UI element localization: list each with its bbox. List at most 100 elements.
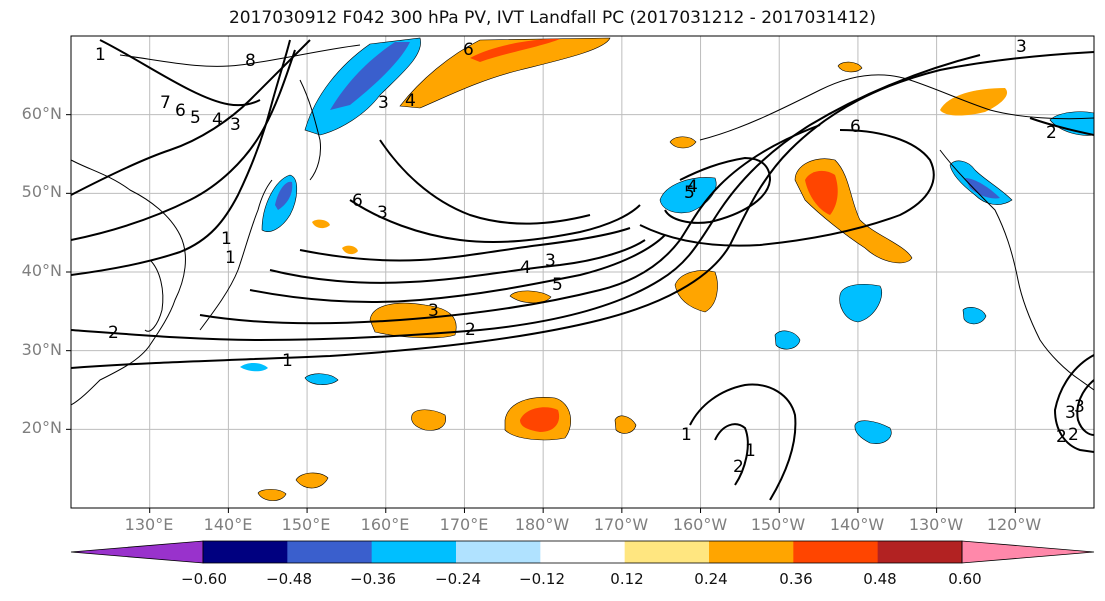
pv-contour-19 (1076, 379, 1094, 436)
positive-anomaly-small-6 (669, 136, 697, 149)
coast-kamchatka (299, 79, 321, 181)
contour-labels: 1 2 3 4 5 6 7 8 1 1 1 2 3 4 5 6 3 2 3 4 … (95, 37, 1085, 477)
positive-anomaly-small-4 (295, 472, 329, 489)
contour-label: 4 (687, 177, 698, 197)
contour-label: 1 (221, 229, 232, 249)
lon-label: 130°W (908, 515, 964, 534)
colorbar-frame (202, 540, 963, 564)
colorbar-tick: −0.12 (519, 570, 565, 588)
contour-label: 1 (282, 351, 293, 371)
positive-anomaly-small-7 (837, 61, 863, 73)
pv-contour-3 (199, 124, 821, 325)
contour-label: 3 (428, 301, 439, 321)
contour-label: 2 (733, 457, 744, 477)
contour-label: 5 (552, 275, 563, 295)
pv-contour-4 (249, 234, 666, 303)
pv-contour-18 (1053, 354, 1094, 453)
positive-anomaly-gulf-alaska-core (805, 170, 838, 215)
contour-label: 5 (190, 108, 201, 128)
contour-label: 7 (160, 93, 171, 113)
coastlines (71, 44, 1094, 406)
lon-label: 140°W (829, 515, 885, 534)
contour-label: 4 (212, 110, 223, 130)
coast-korea (144, 259, 164, 332)
colorbar-tick: 0.60 (948, 570, 982, 588)
contour-label: 1 (681, 425, 692, 445)
positive-anomaly-small-3 (509, 290, 552, 304)
negative-anomaly-subtrop-6 (240, 362, 268, 372)
colorbar-extend-min (70, 540, 204, 564)
contour-label: 2 (1046, 123, 1057, 143)
colorbar-cell (709, 541, 794, 563)
contour-label: 2 (1056, 427, 1067, 447)
pv-contour-13 (664, 156, 772, 224)
lon-label: 180°W (514, 515, 570, 534)
colorbar-tick: −0.60 (181, 570, 227, 588)
positive-anomaly-30n (674, 270, 718, 313)
positive-anomaly-bering-core (470, 38, 560, 62)
negative-anomaly-bc-coast-core (965, 178, 1000, 199)
positive-anomaly-small-1 (411, 409, 446, 431)
negative-anomaly-subtrop-4 (962, 307, 987, 325)
anomaly-shading (240, 37, 1094, 501)
colorbar-tick: −0.48 (266, 570, 312, 588)
pv-contour-5 (269, 239, 646, 284)
negative-anomaly-subtrop-1 (839, 284, 882, 323)
contour-label: 3 (545, 251, 556, 271)
colorbar-extend-max (961, 540, 1095, 564)
colorbar-cell (540, 541, 626, 563)
contour-label: 6 (175, 101, 186, 121)
contour-label: 2 (108, 323, 119, 343)
negative-anomaly-canada (1049, 111, 1094, 136)
contour-label: 4 (520, 258, 531, 278)
colorbar-tick: 0.24 (694, 570, 728, 588)
colorbar-cell (624, 541, 710, 563)
positive-anomaly-central (369, 302, 457, 339)
negative-anomaly-bc-coast (949, 160, 1013, 205)
contour-label: 1 (225, 248, 236, 268)
colorbar-cells (70, 540, 1095, 564)
lat-label-50n: 50°N (21, 182, 62, 201)
lon-label: 160°E (360, 515, 410, 534)
graticule (71, 36, 1094, 508)
pv-contour-7 (349, 199, 641, 243)
coast-asia (71, 159, 186, 406)
pv-contours (71, 39, 1094, 501)
negative-anomaly-subtrop-3 (774, 330, 801, 350)
positive-anomaly-dateline-south-core (520, 407, 560, 432)
lon-label: 150°E (281, 515, 331, 534)
lon-label: 130°E (124, 515, 174, 534)
contour-label: 6 (850, 117, 861, 137)
contour-label: 2 (465, 320, 476, 340)
lon-label: 170°W (593, 515, 649, 534)
lat-label-20n: 20°N (21, 418, 62, 437)
contour-label: 1 (745, 441, 756, 461)
contour-label: 6 (352, 191, 363, 211)
pv-contour-14 (639, 129, 935, 247)
lon-label: 160°W (672, 515, 728, 534)
lon-label: 170°E (439, 515, 489, 534)
negative-anomaly-kamchatka-core (330, 42, 410, 110)
contour-label: 1 (95, 45, 106, 65)
positive-anomaly-small-2 (614, 415, 637, 434)
negative-anomaly-subtrop-2 (854, 420, 892, 444)
colorbar-cell (371, 541, 457, 563)
contour-label: 3 (230, 115, 241, 135)
colorbar-cell (793, 541, 879, 563)
contour-label: 3 (1016, 37, 1027, 57)
positive-anomaly-small-8 (342, 245, 358, 255)
contour-label: 4 (405, 91, 416, 111)
contour-label: 5 (684, 183, 695, 203)
contour-label: 6 (463, 40, 474, 60)
negative-anomaly-japan-core (275, 181, 293, 210)
colorbar-tick: 0.12 (610, 570, 644, 588)
coast-alaska (699, 74, 1094, 141)
axis-ticks (66, 114, 1016, 513)
contour-label: 8 (245, 51, 256, 71)
pv-contour-8 (379, 139, 591, 225)
colorbar-tick: −0.36 (350, 570, 396, 588)
negative-anomaly-subtrop-5 (304, 373, 339, 385)
pv-contour-11 (71, 39, 291, 276)
coast-na-west (939, 149, 1094, 391)
lat-label-60n: 60°N (21, 104, 62, 123)
